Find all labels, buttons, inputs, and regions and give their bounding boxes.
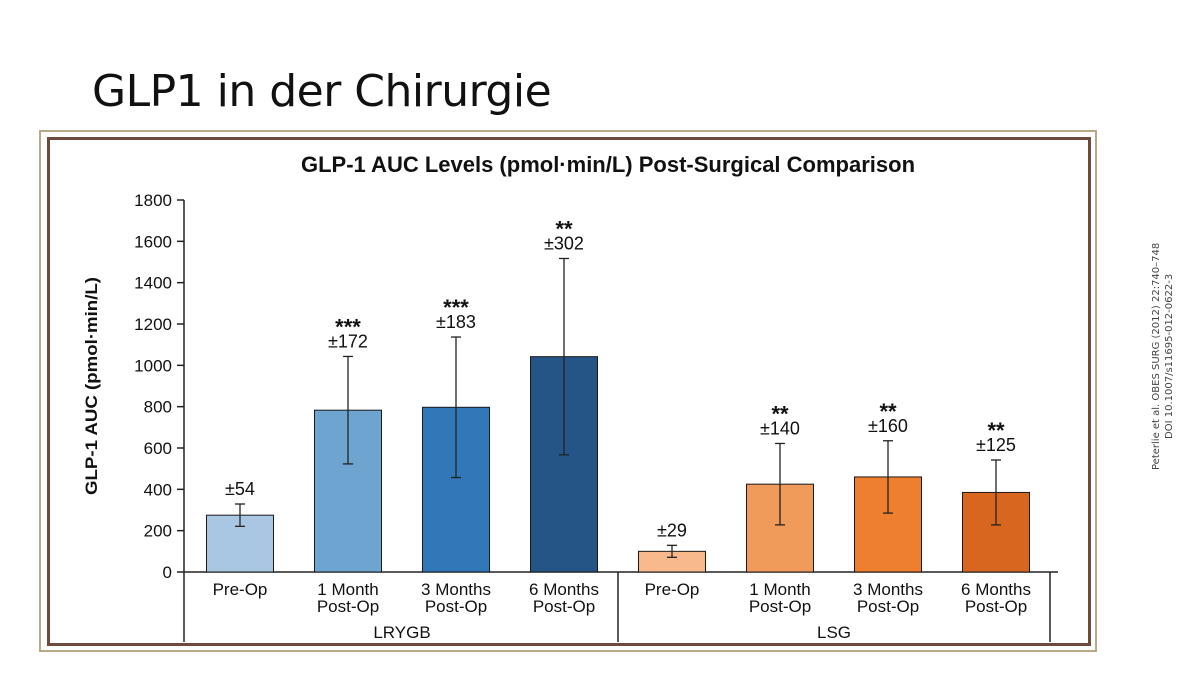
category-label-line2: Post-Op bbox=[749, 597, 811, 616]
citation: Peterlie et al. OBES SURG (2012) 22:740–… bbox=[1150, 243, 1176, 470]
category-label: Pre-Op bbox=[213, 580, 268, 599]
significance-label: ** bbox=[987, 418, 1005, 443]
y-tick-label: 1800 bbox=[134, 191, 172, 210]
significance-label: ** bbox=[771, 401, 789, 426]
category-label-line2: Post-Op bbox=[857, 597, 919, 616]
error-label: ±54 bbox=[225, 479, 255, 499]
y-tick-label: 1600 bbox=[134, 232, 172, 251]
category-label-line2: Post-Op bbox=[317, 597, 379, 616]
y-tick-label: 1200 bbox=[134, 315, 172, 334]
category-label: 6 Months bbox=[529, 580, 599, 599]
y-axis-label: GLP-1 AUC (pmol·min/L) bbox=[82, 277, 101, 495]
category-label: 1 Month bbox=[749, 580, 810, 599]
citation-line-2: DOI 10.1007/s11695-012-0622-3 bbox=[1164, 273, 1175, 439]
significance-label: ** bbox=[555, 216, 573, 241]
chart-title: GLP-1 AUC Levels (pmol·min/L) Post-Surgi… bbox=[301, 152, 915, 177]
category-label: 3 Months bbox=[853, 580, 923, 599]
error-label: ±183 bbox=[436, 312, 476, 332]
category-label: Pre-Op bbox=[645, 580, 700, 599]
error-label: ±125 bbox=[976, 435, 1016, 455]
category-label: 1 Month bbox=[317, 580, 378, 599]
group-label: LRYGB bbox=[373, 623, 430, 642]
category-label-line2: Post-Op bbox=[533, 597, 595, 616]
significance-label: ** bbox=[879, 399, 897, 424]
y-tick-label: 1400 bbox=[134, 274, 172, 293]
error-label: ±302 bbox=[544, 233, 584, 253]
bars bbox=[206, 257, 1030, 573]
axes: 0 200 400 600 800 1000 1200 1400 1600 1800 bbox=[134, 191, 1058, 642]
error-label: ±160 bbox=[868, 416, 908, 436]
y-tick-label: 0 bbox=[163, 563, 172, 582]
error-label: ±140 bbox=[760, 418, 800, 438]
significance-label: *** bbox=[443, 295, 469, 320]
group-label: LSG bbox=[817, 623, 851, 642]
y-tick-label: 1000 bbox=[134, 356, 172, 375]
y-tick-label: 200 bbox=[144, 522, 172, 541]
category-label-line2: Post-Op bbox=[965, 597, 1027, 616]
chart-frame-outer bbox=[39, 130, 1097, 652]
significance-label: *** bbox=[335, 314, 361, 339]
slide-title: GLP1 in der Chirurgie bbox=[92, 66, 552, 117]
category-label-line2: Post-Op bbox=[425, 597, 487, 616]
y-tick-label: 800 bbox=[144, 398, 172, 417]
category-label: 6 Months bbox=[961, 580, 1031, 599]
error-label: ±29 bbox=[657, 520, 687, 540]
category-label: 3 Months bbox=[421, 580, 491, 599]
y-tick-label: 600 bbox=[144, 439, 172, 458]
y-tick-label: 400 bbox=[144, 480, 172, 499]
citation-line-1: Peterlie et al. OBES SURG (2012) 22:740–… bbox=[1151, 242, 1162, 470]
error-label: ±172 bbox=[328, 331, 368, 351]
